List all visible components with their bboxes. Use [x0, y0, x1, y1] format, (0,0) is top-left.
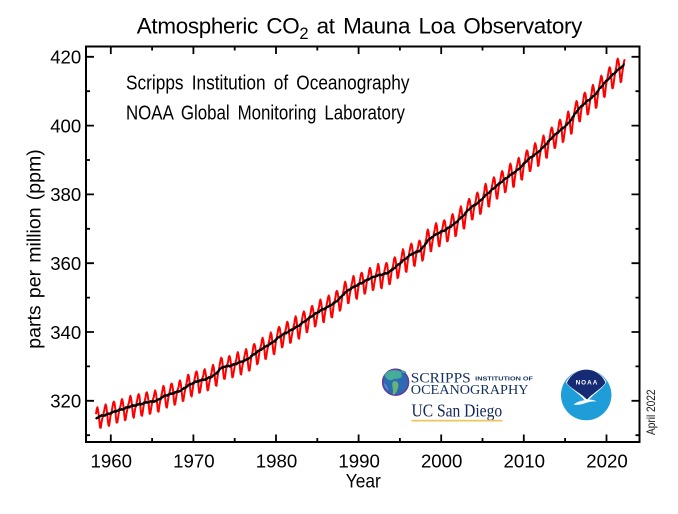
svg-text:420: 420 — [50, 47, 81, 68]
svg-text:OCEANOGRAPHY: OCEANOGRAPHY — [411, 383, 529, 398]
svg-text:380: 380 — [50, 184, 81, 205]
svg-text:320: 320 — [50, 391, 81, 412]
svg-text:parts per million (ppm): parts per million (ppm) — [24, 149, 46, 348]
svg-text:NOAA: NOAA — [576, 379, 599, 386]
svg-text:April 2022: April 2022 — [644, 389, 658, 435]
svg-text:1970: 1970 — [173, 450, 215, 471]
svg-text:2000: 2000 — [421, 450, 463, 471]
svg-text:2010: 2010 — [504, 450, 546, 471]
svg-text:Scripps Institution of Oceanog: Scripps Institution of Oceanography — [126, 71, 410, 94]
svg-text:1990: 1990 — [338, 450, 380, 471]
svg-text:SCRIPPS: SCRIPPS — [411, 370, 471, 386]
svg-text:1980: 1980 — [256, 450, 298, 471]
svg-text:Atmospheric CO2 at Mauna Loa O: Atmospheric CO2 at Mauna Loa Observatory — [137, 14, 583, 44]
svg-text:NOAA Global Monitoring Laborat: NOAA Global Monitoring Laboratory — [126, 101, 406, 124]
svg-text:2020: 2020 — [586, 450, 628, 471]
svg-text:UC San Diego: UC San Diego — [412, 401, 503, 421]
svg-text:INSTITUTION OF: INSTITUTION OF — [475, 377, 534, 383]
svg-text:1960: 1960 — [91, 450, 133, 471]
svg-text:400: 400 — [50, 115, 81, 136]
svg-text:Year: Year — [346, 470, 381, 492]
svg-text:340: 340 — [50, 322, 81, 343]
svg-text:360: 360 — [50, 253, 81, 274]
